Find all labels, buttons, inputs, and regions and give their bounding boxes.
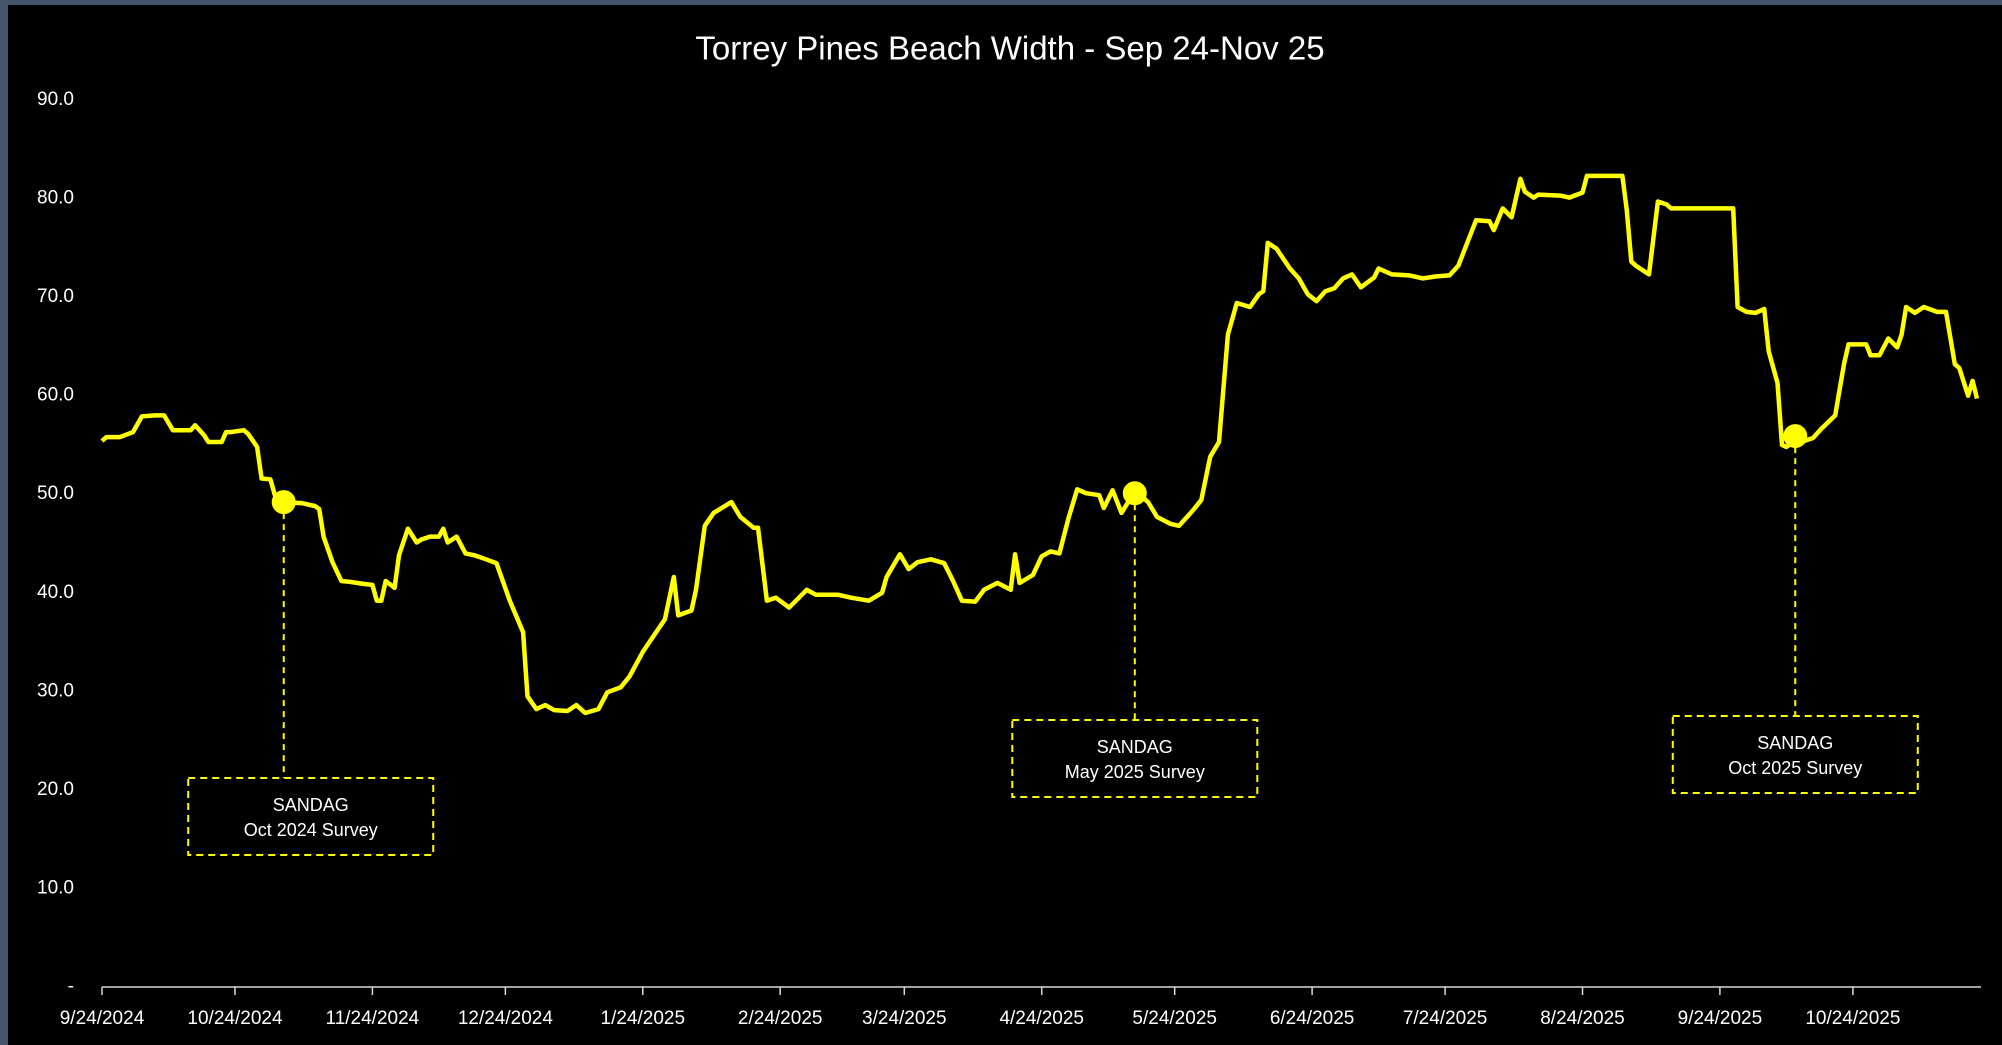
x-tick-label: 11/24/2024: [326, 1008, 420, 1029]
annotation-box: [1011, 719, 1259, 798]
y-tick-label: 60.0: [37, 385, 74, 406]
annotation-text: Oct 2024 Survey: [244, 820, 378, 840]
annotation-text: Oct 2025 Survey: [1728, 758, 1862, 778]
x-tick-label: 9/24/2025: [1678, 1008, 1763, 1029]
x-tick-label: 5/24/2025: [1132, 1008, 1217, 1029]
y-tick-label: 90.0: [37, 89, 74, 110]
y-tick-label: -: [68, 976, 74, 997]
annotation-text: May 2025 Survey: [1065, 762, 1205, 782]
chart-title: Torrey Pines Beach Width - Sep 24-Nov 25: [695, 30, 1324, 67]
x-tick-label: 10/24/2024: [187, 1008, 283, 1029]
y-tick-label: 70.0: [37, 286, 74, 307]
x-tick-label: 1/24/2025: [601, 1008, 686, 1029]
plot-background: [8, 5, 2002, 1045]
annotation-point: [271, 490, 296, 515]
x-tick-label: 8/24/2025: [1540, 1008, 1625, 1029]
x-tick-label: 3/24/2025: [862, 1008, 947, 1029]
annotation-text: SANDAG: [273, 795, 349, 815]
x-tick-label: 9/24/2024: [60, 1008, 145, 1029]
x-tick-label: 6/24/2025: [1270, 1008, 1355, 1029]
x-tick-label: 7/24/2025: [1403, 1008, 1488, 1029]
y-tick-label: 20.0: [37, 779, 74, 800]
y-tick-label: 10.0: [37, 877, 74, 898]
x-tick-label: 4/24/2025: [999, 1008, 1084, 1029]
y-tick-label: 80.0: [37, 188, 74, 209]
y-tick-label: 40.0: [37, 582, 74, 603]
x-tick-label: 10/24/2025: [1805, 1008, 1900, 1029]
annotation-box: [1671, 715, 1919, 794]
y-tick-label: 30.0: [37, 680, 74, 701]
annotation-text: SANDAG: [1757, 733, 1833, 753]
annotation-text: SANDAG: [1097, 737, 1173, 757]
x-tick-label: 12/24/2024: [458, 1008, 554, 1029]
data-line: [100, 173, 1980, 716]
annotation-box: [187, 777, 435, 856]
x-tick-label: 2/24/2025: [738, 1008, 823, 1029]
y-tick-label: 50.0: [37, 483, 74, 504]
annotation-point: [1783, 424, 1808, 449]
annotation-point: [1122, 481, 1147, 506]
